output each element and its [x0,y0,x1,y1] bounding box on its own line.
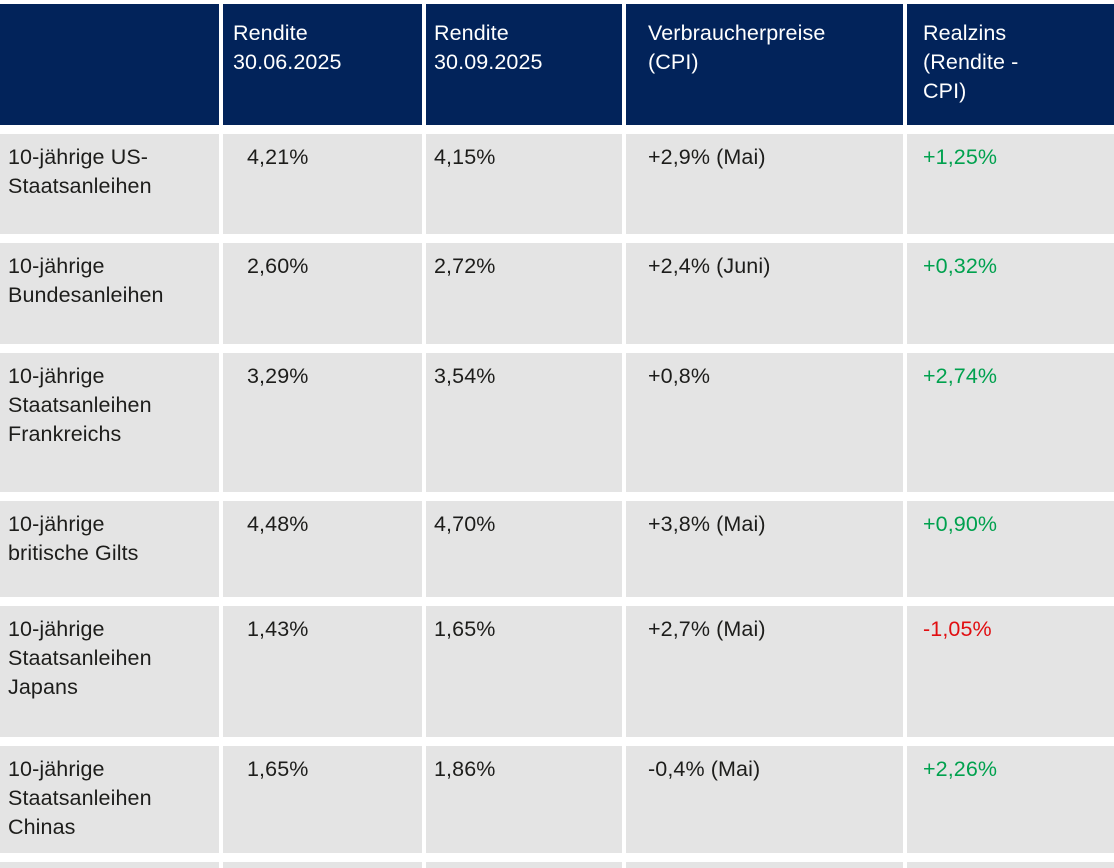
row-label-frankreich: 10-jährige Staatsanleihen Frankreichs [0,353,219,492]
realzins-value: +1,25% [907,134,1114,234]
row-label-bundesanleihen: 10-jährige Bundesanleihen [0,243,219,344]
rendite-jun-value: 2,60% [223,243,422,344]
bond-yield-table: Rendite 30.06.2025 Rendite 30.09.2025 Ve… [0,4,1114,868]
cutoff-row-cell [626,862,903,868]
rendite-jun-value: 1,43% [223,606,422,737]
rendite-jun-value: 4,48% [223,501,422,597]
cpi-value: +2,4% (Juni) [626,243,903,344]
row-label-japan: 10-jährige Staatsanleihen Japans [0,606,219,737]
realzins-value: +0,32% [907,243,1114,344]
rendite-sep-value: 3,54% [426,353,622,492]
realzins-value: -1,05% [907,606,1114,737]
header-rendite-jun: Rendite 30.06.2025 [223,4,422,125]
rendite-sep-value: 1,86% [426,746,622,853]
cutoff-row-cell [0,862,219,868]
header-cell-empty [0,4,219,125]
row-label-britische-gilts: 10-jährige britische Gilts [0,501,219,597]
realzins-value: +0,90% [907,501,1114,597]
header-realzins: Realzins (Rendite - CPI) [907,4,1114,125]
cpi-value: +3,8% (Mai) [626,501,903,597]
rendite-sep-value: 4,70% [426,501,622,597]
header-verbraucherpreise-cpi: Verbraucherpreise (CPI) [626,4,903,125]
rendite-jun-value: 4,21% [223,134,422,234]
rendite-jun-value: 3,29% [223,353,422,492]
row-label-us-staatsanleihen: 10-jährige US- Staatsanleihen [0,134,219,234]
rendite-jun-value: 1,65% [223,746,422,853]
cpi-value: +2,9% (Mai) [626,134,903,234]
row-label-china: 10-jährige Staatsanleihen Chinas [0,746,219,853]
cutoff-row-cell [426,862,622,868]
cutoff-row-cell [907,862,1114,868]
cpi-value: +2,7% (Mai) [626,606,903,737]
cpi-value: -0,4% (Mai) [626,746,903,853]
header-rendite-sep: Rendite 30.09.2025 [426,4,622,125]
realzins-value: +2,74% [907,353,1114,492]
rendite-sep-value: 2,72% [426,243,622,344]
realzins-value: +2,26% [907,746,1114,853]
cutoff-row-cell [223,862,422,868]
rendite-sep-value: 4,15% [426,134,622,234]
cpi-value: +0,8% [626,353,903,492]
rendite-sep-value: 1,65% [426,606,622,737]
